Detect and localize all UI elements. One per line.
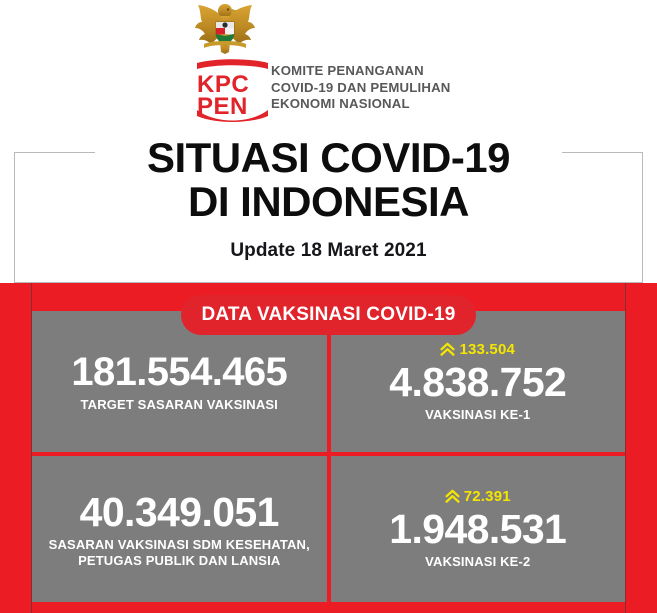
title-line-1: SITUASI COVID-19	[146, 134, 511, 181]
kpcpen-logo-icon: KPC PEN	[195, 58, 270, 126]
brand-header: KPC PEN KOMITE PENANGANAN COVID-19 DAN P…	[0, 0, 657, 132]
garuda-pancasila-emblem-icon	[190, 2, 260, 54]
stat-value: 40.349.051	[79, 488, 280, 535]
section-badge: DATA VAKSINASI COVID-19	[181, 295, 476, 335]
stat-card-vaksinasi-ke-2: 72.391 1.948.531 VAKSINASI KE-2	[330, 456, 625, 602]
title-line-2: DI INDONESIA	[187, 178, 470, 225]
stat-caption: SASARAN VAKSINASI SDM KESEHATAN, PETUGAS…	[48, 536, 310, 568]
stat-delta-value: 72.391	[463, 488, 511, 505]
stat-card-target-sasaran-vaksinasi: 181.554.465 TARGET SASARAN VAKSINASI	[32, 311, 327, 452]
panel-edge-left	[31, 283, 33, 613]
stat-card-sasaran-vaksinasi-sdm-kesehatan: 40.349.051 SASARAN VAKSINASI SDM KESEHAT…	[32, 456, 327, 602]
page-title: SITUASI COVID-19 DI INDONESIA	[0, 136, 657, 224]
stat-caption: VAKSINASI KE-2	[425, 554, 531, 569]
stat-value: 1.948.531	[389, 506, 567, 552]
stat-delta-value: 133.504	[459, 340, 516, 358]
double-chevron-up-icon	[445, 489, 460, 504]
stat-caption: TARGET SASARAN VAKSINASI	[80, 397, 278, 412]
panel-edge-right	[625, 283, 627, 613]
stat-value: 4.838.752	[389, 358, 567, 405]
update-date: Update 18 Maret 2021	[230, 240, 427, 261]
stat-delta: 133.504	[440, 341, 515, 358]
title-frame-gap	[95, 143, 562, 165]
stat-delta: 72.391	[445, 488, 511, 505]
stats-grid: 181.554.465 TARGET SASARAN VAKSINASI 133…	[32, 311, 625, 602]
brand-subtitle: KOMITE PENANGANAN COVID-19 DAN PEMULIHAN…	[271, 63, 451, 111]
stat-caption: VAKSINASI KE-1	[425, 406, 531, 422]
double-chevron-up-icon	[440, 342, 455, 357]
svg-text:KPC: KPC	[197, 71, 249, 98]
svg-text:PEN: PEN	[197, 93, 248, 120]
title-frame	[14, 152, 643, 283]
stat-value: 181.554.465	[71, 350, 288, 394]
